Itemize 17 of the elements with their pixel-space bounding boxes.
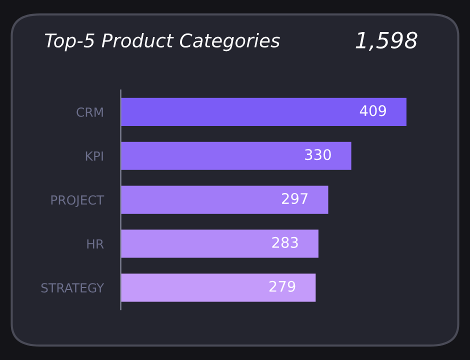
y-tick-label: HR (87, 239, 104, 248)
bar (120, 98, 406, 126)
data-label: 409 (360, 105, 386, 116)
bar (120, 142, 352, 170)
bar (120, 230, 318, 258)
data-label: 279 (269, 280, 296, 292)
y-tick-label: STRATEGY (41, 283, 104, 293)
chart-title: Top-5 Product Categories (44, 33, 280, 52)
bar (120, 186, 328, 214)
bar (120, 274, 316, 302)
data-label: 330 (305, 149, 331, 160)
y-tick-label: CRM (76, 107, 103, 117)
text: 1,598 (356, 32, 418, 51)
data-label: 283 (272, 236, 298, 248)
y-tick-label: KPI (86, 152, 103, 161)
data-label: 297 (282, 193, 308, 204)
y-tick-label: PROJECT (51, 195, 104, 208)
